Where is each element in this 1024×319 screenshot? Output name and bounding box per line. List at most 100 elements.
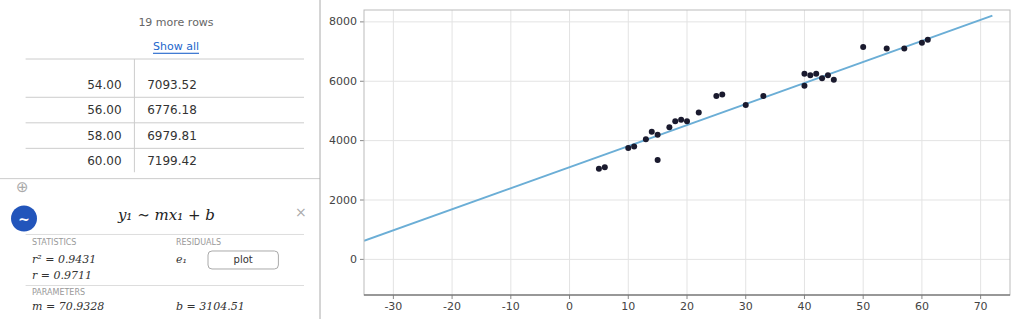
tick-label: 0 bbox=[566, 300, 573, 313]
grid-line bbox=[980, 10, 981, 295]
table-cell: 6979.81 bbox=[147, 129, 197, 143]
plot: -30-20-100102030405060700200040006000800… bbox=[329, 10, 1010, 313]
tick-label: -30 bbox=[384, 300, 402, 313]
grid-line bbox=[804, 10, 805, 295]
tick-label: 6000 bbox=[329, 75, 357, 88]
point bbox=[860, 44, 866, 50]
search-icon: ⊕ bbox=[16, 178, 29, 196]
table-cell: 54.00 bbox=[87, 78, 121, 92]
close-icon[interactable]: × bbox=[295, 204, 307, 220]
residual-name: e₁ bbox=[176, 253, 187, 266]
tick-mark bbox=[360, 21, 364, 22]
point bbox=[655, 132, 661, 138]
separator bbox=[26, 285, 304, 286]
chart: 19 more rows Show all 54.00 7093.52 56.00 677… bbox=[0, 0, 1024, 319]
r2: r² = 0.9431 bbox=[32, 253, 96, 266]
point bbox=[819, 75, 825, 81]
tick-mark bbox=[360, 200, 364, 201]
separator bbox=[26, 234, 304, 235]
grid-line bbox=[364, 200, 1010, 201]
more-rows: 19 more rows bbox=[138, 16, 213, 29]
point bbox=[649, 129, 655, 135]
point bbox=[643, 136, 649, 142]
grid-line bbox=[628, 10, 629, 295]
tick-label: 60 bbox=[915, 300, 929, 313]
point bbox=[925, 37, 931, 43]
plot-frame bbox=[364, 10, 1010, 295]
grid-line bbox=[364, 140, 1010, 141]
regression-icon: ∼ bbox=[18, 211, 30, 227]
params-label: PARAMETERS bbox=[32, 288, 85, 297]
point bbox=[831, 77, 837, 83]
table-cell: 58.00 bbox=[87, 129, 121, 143]
point bbox=[713, 93, 719, 99]
tick-label: 70 bbox=[974, 300, 988, 313]
point bbox=[801, 71, 807, 77]
regression-line bbox=[364, 16, 992, 241]
row-separator bbox=[26, 122, 304, 123]
point bbox=[684, 118, 690, 124]
grid-line bbox=[569, 10, 570, 295]
point bbox=[602, 164, 608, 170]
tick-label: 30 bbox=[739, 300, 753, 313]
point bbox=[631, 144, 637, 150]
grid bbox=[364, 10, 1010, 295]
point bbox=[760, 93, 766, 99]
point bbox=[801, 83, 807, 89]
grid-line bbox=[393, 10, 394, 295]
side-panel-bg bbox=[0, 0, 320, 319]
tick-mark bbox=[360, 140, 364, 141]
row-separator bbox=[26, 148, 304, 149]
point bbox=[901, 46, 907, 52]
plot-button[interactable]: plot bbox=[234, 254, 253, 265]
residuals-label: RESIDUALS bbox=[176, 238, 221, 247]
show-all[interactable]: Show all bbox=[153, 40, 199, 53]
point bbox=[696, 109, 702, 115]
point bbox=[825, 72, 831, 78]
panel-border bbox=[320, 0, 321, 319]
point bbox=[678, 117, 684, 123]
point bbox=[666, 124, 672, 130]
table-cell: 7093.52 bbox=[147, 78, 197, 92]
side-panel: 19 more rows Show all 54.00 7093.52 56.00 677… bbox=[0, 0, 320, 319]
equation: y₁ ∼ mx₁ + b bbox=[117, 206, 215, 224]
point bbox=[719, 92, 725, 98]
regression-icon-circle bbox=[11, 206, 37, 232]
b: b = 3104.51 bbox=[176, 300, 245, 313]
point bbox=[672, 118, 678, 124]
point bbox=[884, 46, 890, 52]
table-cell: 6776.18 bbox=[147, 103, 197, 117]
grid-line bbox=[687, 10, 688, 295]
separator bbox=[26, 59, 304, 60]
m: m = 70.9328 bbox=[32, 300, 104, 313]
tick-label: -20 bbox=[443, 300, 461, 313]
tick-label: 20 bbox=[680, 300, 694, 313]
table-cell: 60.00 bbox=[87, 154, 121, 168]
point bbox=[625, 145, 631, 151]
tick-mark bbox=[360, 259, 364, 260]
grid-line bbox=[364, 81, 1010, 82]
tick-label: 8000 bbox=[329, 15, 357, 28]
grid-line bbox=[364, 259, 1010, 260]
tick-label: 2000 bbox=[329, 194, 357, 207]
marks bbox=[364, 16, 992, 241]
row-separator bbox=[26, 97, 304, 98]
grid-line bbox=[863, 10, 864, 295]
point bbox=[596, 166, 602, 172]
tick-label: 10 bbox=[621, 300, 635, 313]
separator bbox=[0, 178, 320, 179]
point bbox=[743, 102, 749, 108]
plot-button[interactable] bbox=[208, 251, 278, 269]
tick-label: 50 bbox=[856, 300, 870, 313]
point bbox=[813, 71, 819, 77]
point bbox=[655, 157, 661, 163]
x-axis-line bbox=[364, 294, 1010, 295]
table-cell: 56.00 bbox=[87, 103, 121, 117]
point bbox=[919, 40, 925, 46]
tick-mark bbox=[360, 81, 364, 82]
grid-line bbox=[510, 10, 511, 295]
grid-line bbox=[364, 21, 1010, 22]
tick-label: -10 bbox=[502, 300, 520, 313]
tick-label: 4000 bbox=[329, 134, 357, 147]
table-cell: 7199.42 bbox=[147, 154, 197, 168]
